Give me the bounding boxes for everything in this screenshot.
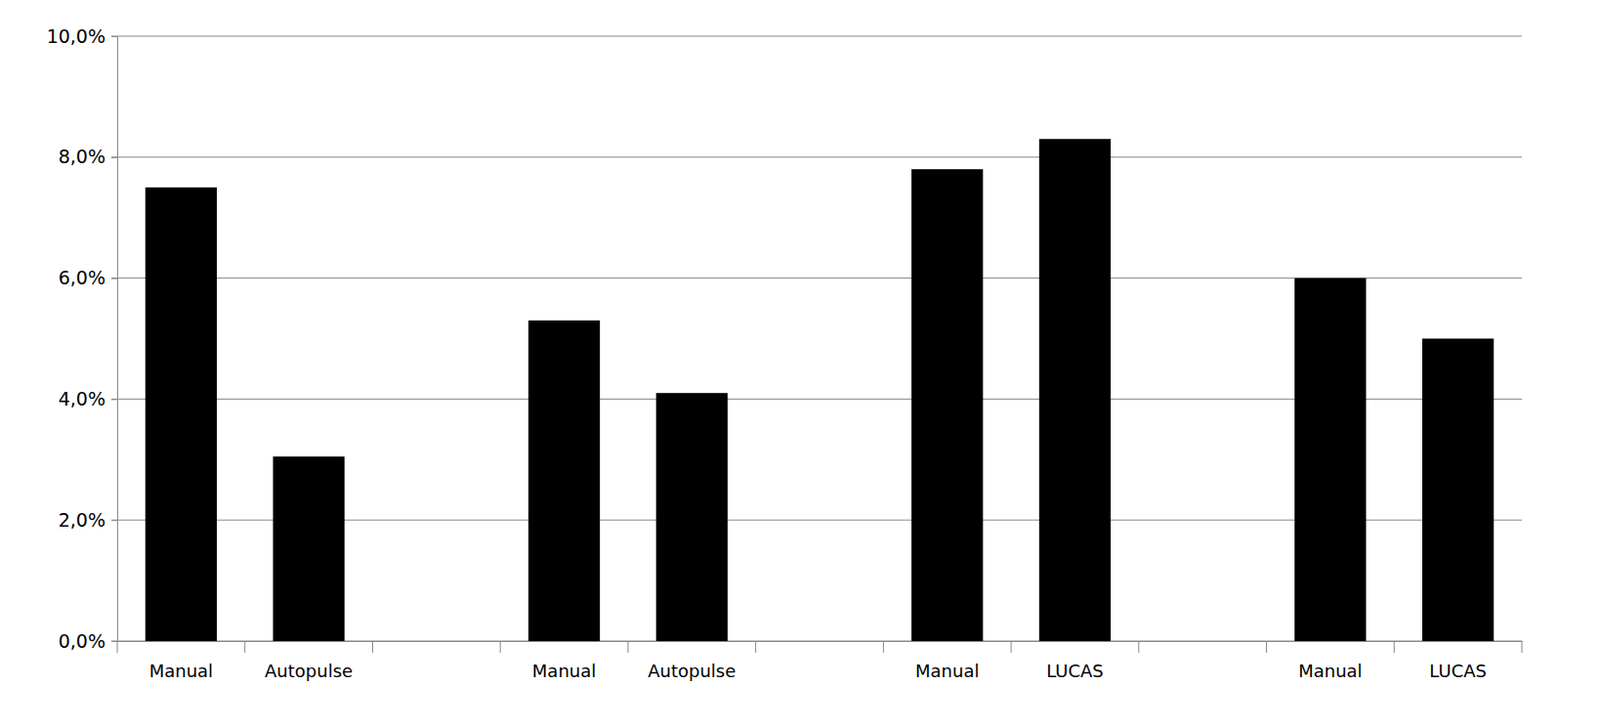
bar xyxy=(1422,338,1494,642)
category-divider xyxy=(1393,640,1395,653)
plot: 0,0% 2,0% 4,0% 6,0% 8,0% 10,0% Manual Autopulse… xyxy=(46,25,1523,681)
category-divider xyxy=(883,640,885,653)
y-tick-mark xyxy=(111,157,118,159)
y-tick: 2,0% xyxy=(58,508,118,531)
category-divider xyxy=(244,640,246,653)
category-divider xyxy=(1521,640,1523,653)
category-divider xyxy=(755,640,757,653)
y-tick-label: 2,0% xyxy=(58,508,106,531)
y-axis: 0,0% 2,0% 4,0% 6,0% 8,0% 10,0% xyxy=(46,25,119,652)
y-tick-mark xyxy=(111,278,118,280)
bar xyxy=(656,392,728,641)
x-tick: Manual xyxy=(532,660,596,681)
bar xyxy=(145,187,217,641)
x-tick: Manual xyxy=(915,660,979,681)
x-tick: LUCAS xyxy=(1429,660,1487,681)
y-tick-mark xyxy=(111,398,118,400)
grid-line xyxy=(111,36,1522,38)
bar xyxy=(1039,138,1111,641)
y-tick: 10,0% xyxy=(46,25,118,47)
bar xyxy=(272,456,344,641)
x-tick: LUCAS xyxy=(1046,660,1104,681)
chart: 0,0% 2,0% 4,0% 6,0% 8,0% 10,0% Manual Autopulse… xyxy=(0,0,1600,728)
category-dividers xyxy=(117,640,1522,653)
y-tick: 0,0% xyxy=(58,630,118,652)
x-tick-label: Manual xyxy=(532,660,596,681)
category-divider xyxy=(117,640,119,653)
y-axis-line xyxy=(111,37,119,642)
y-tick-label: 10,0% xyxy=(46,25,106,47)
x-tick-label: LUCAS xyxy=(1046,660,1104,681)
grid-line xyxy=(111,156,1522,158)
y-tick: 6,0% xyxy=(58,266,118,289)
y-tick: 8,0% xyxy=(58,145,118,168)
y-tick: 4,0% xyxy=(58,387,118,410)
x-tick-label: Manual xyxy=(149,660,213,681)
x-tick: Autopulse xyxy=(647,660,736,681)
x-tick-label: Manual xyxy=(915,660,979,681)
category-divider xyxy=(1137,640,1139,653)
x-axis: Manual Autopulse Manual Autopulse Manual LUCA… xyxy=(118,641,1523,681)
category-divider xyxy=(1265,640,1267,653)
y-tick-label: 4,0% xyxy=(58,387,106,410)
bar xyxy=(911,168,983,641)
x-tick-label: Autopulse xyxy=(647,660,736,681)
y-tick-mark xyxy=(111,36,118,38)
y-tick-mark xyxy=(111,640,118,642)
x-axis-line xyxy=(118,640,1523,642)
x-tick-label: Manual xyxy=(1298,660,1362,681)
bar xyxy=(1294,278,1366,641)
x-tick: Autopulse xyxy=(264,660,353,681)
x-tick: Manual xyxy=(149,660,213,681)
category-divider xyxy=(627,640,629,653)
bars xyxy=(145,138,1494,641)
grid xyxy=(111,36,1522,641)
category-divider xyxy=(500,640,502,653)
x-tick-label: Autopulse xyxy=(264,660,353,681)
x-tick-label: LUCAS xyxy=(1429,660,1487,681)
category-divider xyxy=(372,640,374,653)
y-tick-mark xyxy=(111,519,118,521)
category-divider xyxy=(1010,640,1012,653)
y-tick-label: 8,0% xyxy=(58,145,106,168)
bar xyxy=(528,320,600,641)
x-tick: Manual xyxy=(1298,660,1362,681)
y-tick-label: 6,0% xyxy=(58,266,106,289)
y-tick-label: 0,0% xyxy=(58,630,106,652)
